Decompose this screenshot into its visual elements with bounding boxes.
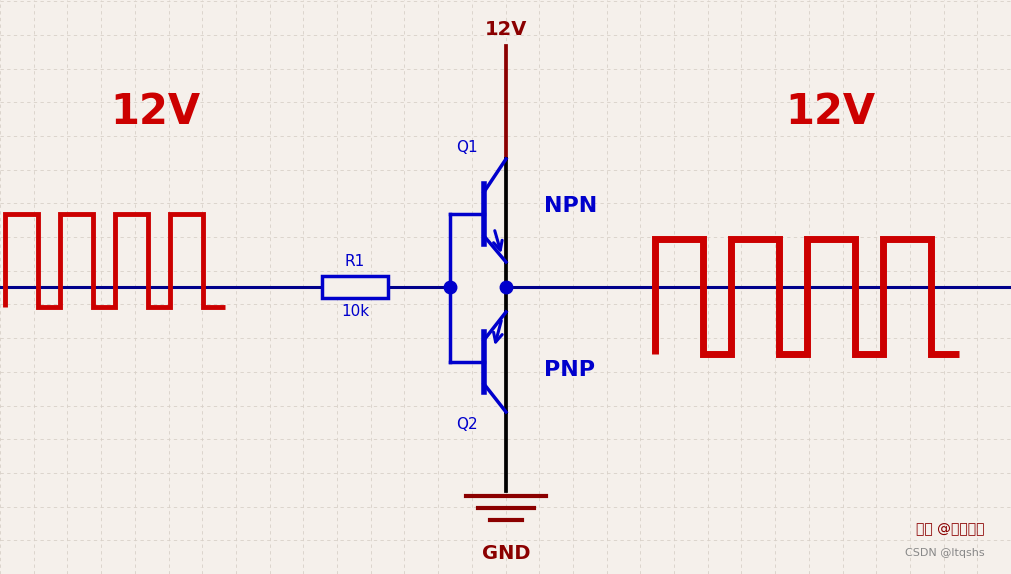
Text: 12V: 12V: [485, 20, 527, 38]
Text: PNP: PNP: [544, 360, 595, 380]
Bar: [321, 276, 388, 298]
Text: Q1: Q1: [456, 140, 478, 155]
Text: GND: GND: [482, 544, 530, 563]
Text: CSDN @ltqshs: CSDN @ltqshs: [906, 548, 985, 558]
Text: 头条 @电卖药丸: 头条 @电卖药丸: [917, 522, 985, 536]
Text: NPN: NPN: [544, 196, 598, 216]
Text: Q2: Q2: [456, 417, 478, 432]
Text: 12V: 12V: [110, 91, 200, 133]
Text: R1: R1: [345, 254, 365, 269]
Text: 10k: 10k: [341, 304, 369, 319]
Text: 12V: 12V: [785, 91, 876, 133]
